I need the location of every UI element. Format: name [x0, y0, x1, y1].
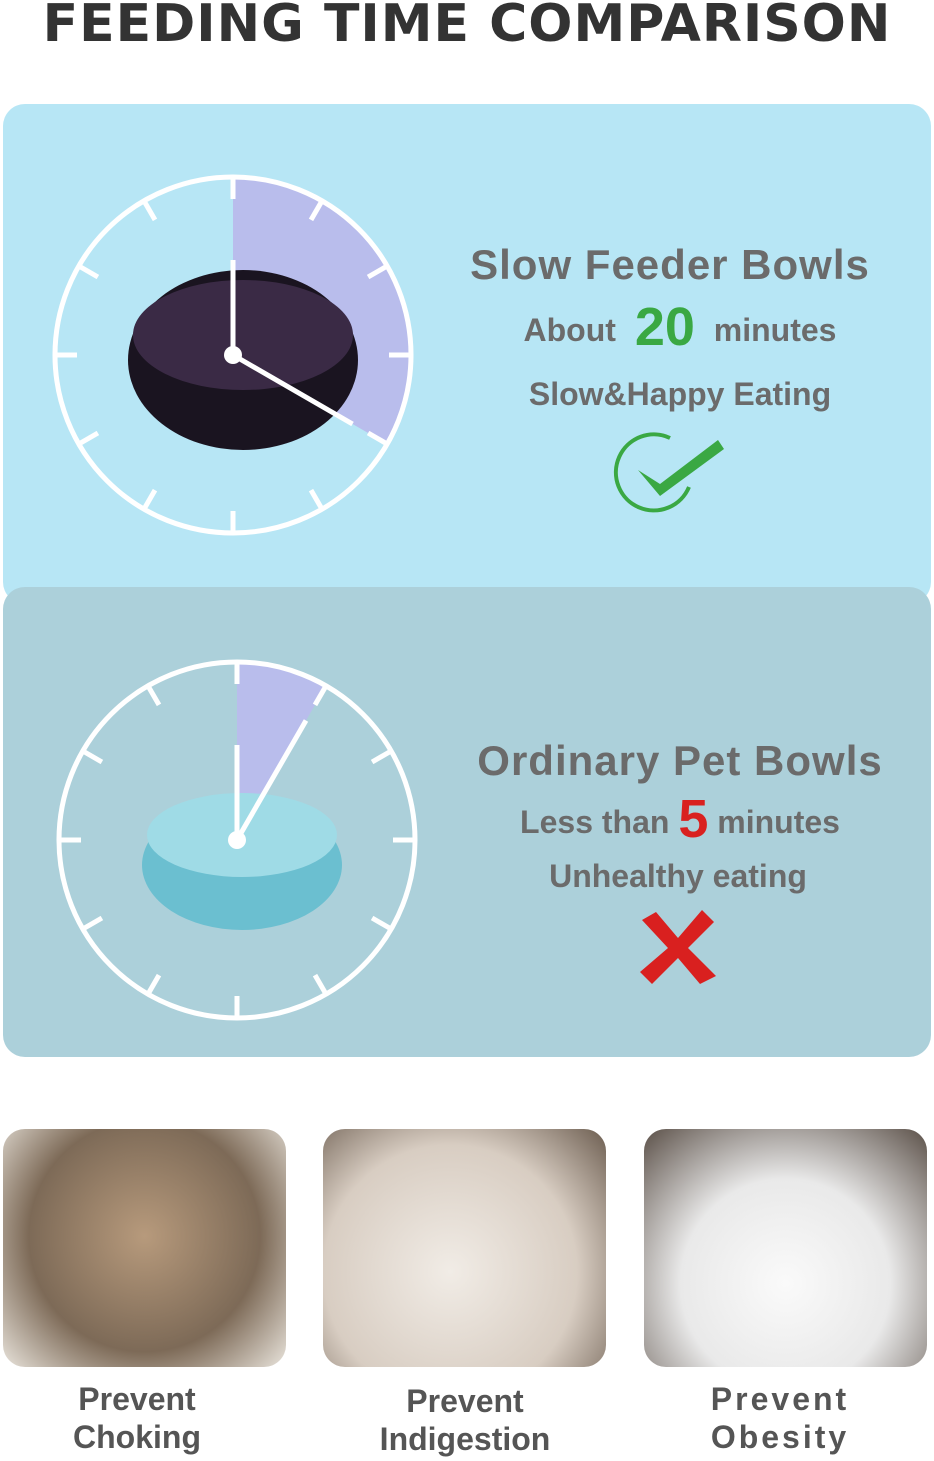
obesity-cat-photo: [644, 1129, 927, 1367]
clock-tick: [81, 748, 104, 765]
red-x-icon: [640, 910, 716, 984]
ordinary-suffix: minutes: [717, 804, 840, 840]
bowl-rim: [133, 280, 353, 390]
slow-suffix: minutes: [713, 312, 837, 348]
clock-minute-hand: [231, 352, 354, 427]
ordinary-number: 5: [678, 789, 709, 849]
clock-tick: [145, 684, 162, 707]
benefit-line1: Prevent: [710, 1381, 850, 1417]
benefit-line2: Choking: [73, 1419, 201, 1455]
slow-duration: About 20 minutes: [470, 300, 890, 360]
clock-tick: [81, 915, 104, 932]
indigestion-cat-photo: [323, 1129, 606, 1367]
benefit-line1: Prevent: [78, 1381, 196, 1417]
ordinary-tagline: Unhealthy eating: [549, 858, 807, 894]
ordinary-bowl-clock: [56, 659, 418, 1021]
clock-tick: [77, 263, 100, 280]
benefit-line1: Prevent: [406, 1383, 524, 1419]
slow-tagline: Slow&Happy Eating: [528, 376, 832, 412]
benefit-choking: Prevent Choking: [0, 1380, 287, 1456]
clock-minute-hand: [234, 719, 309, 842]
clock-tick: [312, 973, 329, 996]
slow-prefix: About: [523, 312, 616, 348]
benefit-indigestion: Prevent Indigestion: [315, 1382, 615, 1458]
clock-tick: [312, 684, 329, 707]
benefit-obesity: Prevent Obesity: [630, 1380, 930, 1456]
slow-number: 20: [634, 297, 695, 357]
benefit-line2: Obesity: [710, 1419, 850, 1455]
ordinary-duration: Less than 5 minutes: [470, 792, 890, 852]
clock-pivot: [224, 346, 242, 364]
clock-tick: [366, 430, 389, 447]
check-circle-icon: [613, 432, 724, 513]
clock-tick: [308, 488, 325, 511]
ordinary-prefix: Less than: [520, 804, 670, 840]
clock-tick: [308, 199, 325, 222]
ordinary-heading: Ordinary Pet Bowls: [477, 737, 883, 784]
choking-cat-photo: [3, 1129, 286, 1367]
clock-tick: [141, 199, 158, 222]
clock-tick: [366, 263, 389, 280]
clock-pivot: [228, 831, 246, 849]
clock-tick: [370, 915, 393, 932]
clock-tick: [141, 488, 158, 511]
clock-tick: [370, 748, 393, 765]
clock-tick: [77, 430, 100, 447]
clock-tick: [145, 973, 162, 996]
slow-feeder-clock: [52, 174, 414, 536]
benefit-line2: Indigestion: [379, 1421, 551, 1457]
slow-heading: Slow Feeder Bowls: [470, 241, 870, 288]
page-title: FEEDING TIME COMPARISON: [42, 0, 892, 54]
